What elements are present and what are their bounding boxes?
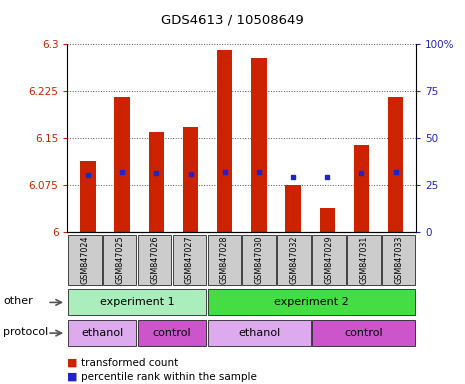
Text: GSM847033: GSM847033: [394, 236, 403, 284]
Text: transformed count: transformed count: [81, 358, 179, 368]
Bar: [242, 235, 276, 285]
Bar: [251, 58, 266, 232]
Bar: [68, 235, 101, 285]
Bar: [173, 235, 206, 285]
Text: experiment 1: experiment 1: [100, 297, 174, 307]
Text: GSM847024: GSM847024: [80, 236, 89, 285]
Text: percentile rank within the sample: percentile rank within the sample: [81, 372, 257, 382]
Bar: [183, 127, 198, 232]
Bar: [207, 235, 241, 285]
Bar: [114, 98, 130, 232]
Bar: [382, 235, 416, 285]
Bar: [286, 185, 301, 232]
Bar: [277, 235, 311, 285]
Bar: [68, 290, 206, 315]
Text: ■: ■: [67, 372, 78, 382]
Text: GSM847028: GSM847028: [220, 236, 229, 285]
Bar: [217, 50, 232, 232]
Bar: [312, 320, 416, 346]
Bar: [388, 98, 403, 232]
Text: GSM847031: GSM847031: [359, 236, 368, 284]
Bar: [103, 235, 137, 285]
Bar: [80, 161, 96, 232]
Text: control: control: [345, 328, 383, 338]
Text: GSM847029: GSM847029: [325, 236, 333, 285]
Bar: [347, 235, 380, 285]
Text: GSM847030: GSM847030: [255, 236, 264, 284]
Bar: [207, 320, 311, 346]
Text: ■: ■: [67, 358, 78, 368]
Text: experiment 2: experiment 2: [274, 297, 349, 307]
Text: ethanol: ethanol: [81, 328, 123, 338]
Text: GDS4613 / 10508649: GDS4613 / 10508649: [161, 13, 304, 26]
Bar: [319, 209, 335, 232]
Text: other: other: [3, 296, 33, 306]
Text: GSM847032: GSM847032: [290, 236, 299, 285]
Bar: [207, 290, 416, 315]
Bar: [354, 144, 369, 232]
Text: GSM847027: GSM847027: [185, 236, 194, 285]
Bar: [138, 320, 206, 346]
Bar: [138, 235, 171, 285]
Text: GSM847026: GSM847026: [150, 236, 159, 285]
Bar: [149, 132, 164, 232]
Text: ethanol: ethanol: [238, 328, 280, 338]
Text: protocol: protocol: [3, 327, 49, 337]
Bar: [312, 235, 346, 285]
Text: control: control: [153, 328, 192, 338]
Bar: [68, 320, 137, 346]
Text: GSM847025: GSM847025: [115, 236, 124, 285]
